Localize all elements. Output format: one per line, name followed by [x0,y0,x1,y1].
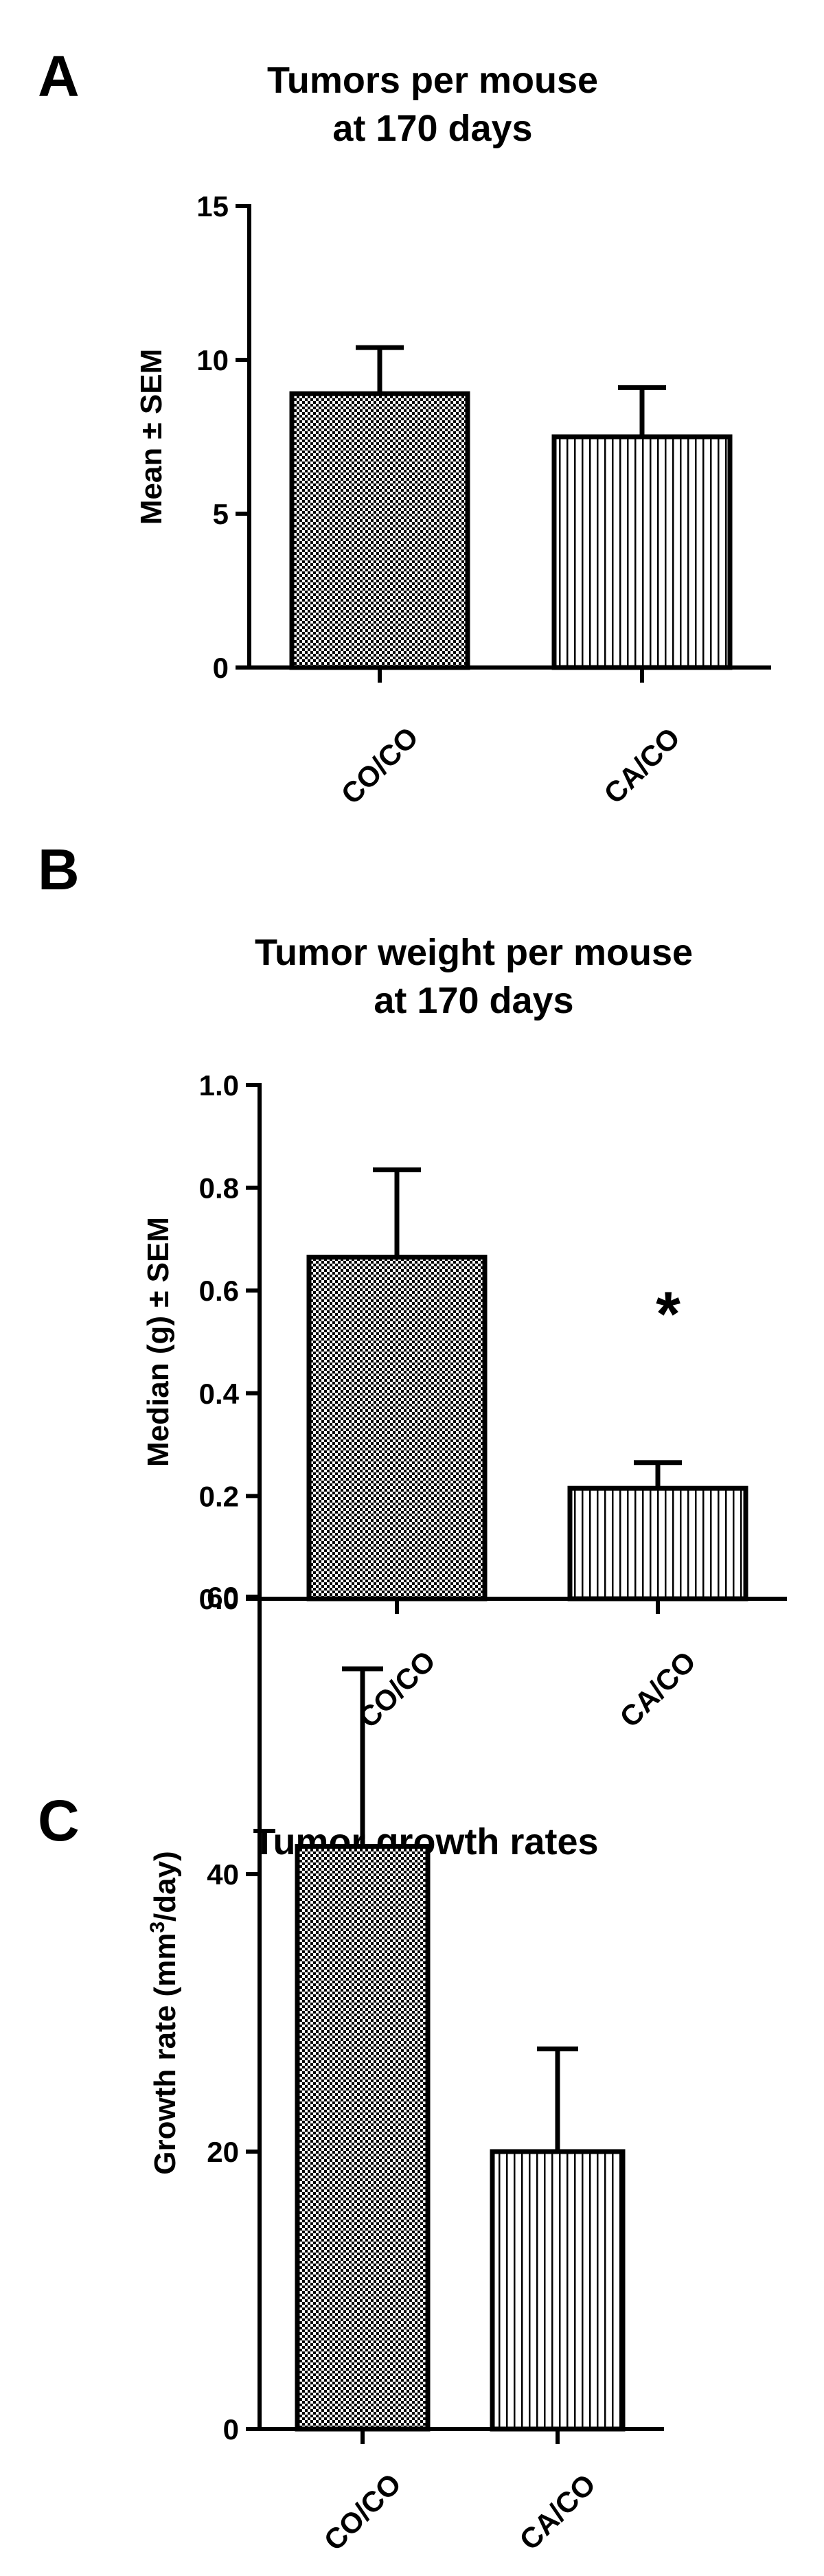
y-tick-label-b: 0.8 [199,1172,239,1205]
category-label-b: CA/CO [613,1645,702,1733]
panel-letter-a: A [38,44,80,109]
y-axis-title-a: Mean ± SEM [135,349,168,525]
panel-letter-b: B [38,837,80,902]
chart-title-b-line-1: Tumor weight per mouse [255,932,693,973]
y-tick-label-c: 40 [207,1858,239,1891]
panel-letter-c: C [38,1788,80,1853]
category-label-b: CO/CO [352,1644,442,1734]
category-label-c: CO/CO [317,2467,407,2557]
y-tick-label-b: 0.2 [199,1480,239,1512]
y-tick-label-a: 0 [213,652,229,684]
plot-b: 0.0 0.2 0.4 0.6 0.8 1.0 Median (g) ± SEM CO/CO C… [141,1069,787,1734]
bar-c-2 [490,2149,626,2432]
y-axis-title-c: Growth rate (mm3/day) [146,1851,182,2174]
y-tick-label-c: 0 [223,2413,239,2446]
plot-a: 0 5 10 15 Mean ± SEM CO/CO CA/CO [135,190,771,810]
panel-a: A Tumors per mouse at 170 days 0 5 10 15 Mea… [38,44,771,810]
y-tick-label-a: 5 [213,498,229,530]
y-tick-label-b: 0.0 [199,1583,239,1615]
category-label-c: CA/CO [513,2467,602,2556]
y-tick-label-c: 20 [207,2136,239,2168]
bar-a-1 [289,391,470,670]
bar-b-1 [306,1255,488,1602]
chart-title-b-line-2: at 170 days [374,980,573,1021]
significance-marker-b: * [656,1279,680,1349]
bar-c-1 [295,1844,431,2432]
y-tick-label-a: 15 [196,190,229,223]
y-tick-label-b: 0.6 [199,1275,239,1307]
plot-c: 0 20 40 60 Growth rate (mm3/day) CO/CO CA/CO [146,1581,664,2557]
y-tick-label-b: 0.4 [199,1378,240,1410]
y-tick-label-b: 1.0 [199,1069,239,1102]
panel-b: B Tumor weight per mouse at 170 days 0.0… [38,837,787,1734]
bar-a-2 [551,434,733,670]
y-axis-title-b: Median (g) ± SEM [141,1217,175,1467]
category-label-a: CO/CO [334,720,424,810]
bar-b-2 [567,1485,748,1602]
y-tick-label-a: 10 [196,344,229,376]
chart-title-a-line-2: at 170 days [332,108,532,149]
y-tick-label-c: 60 [207,1581,239,1613]
category-label-a: CA/CO [597,721,686,810]
chart-title-a-line-1: Tumors per mouse [267,60,598,101]
